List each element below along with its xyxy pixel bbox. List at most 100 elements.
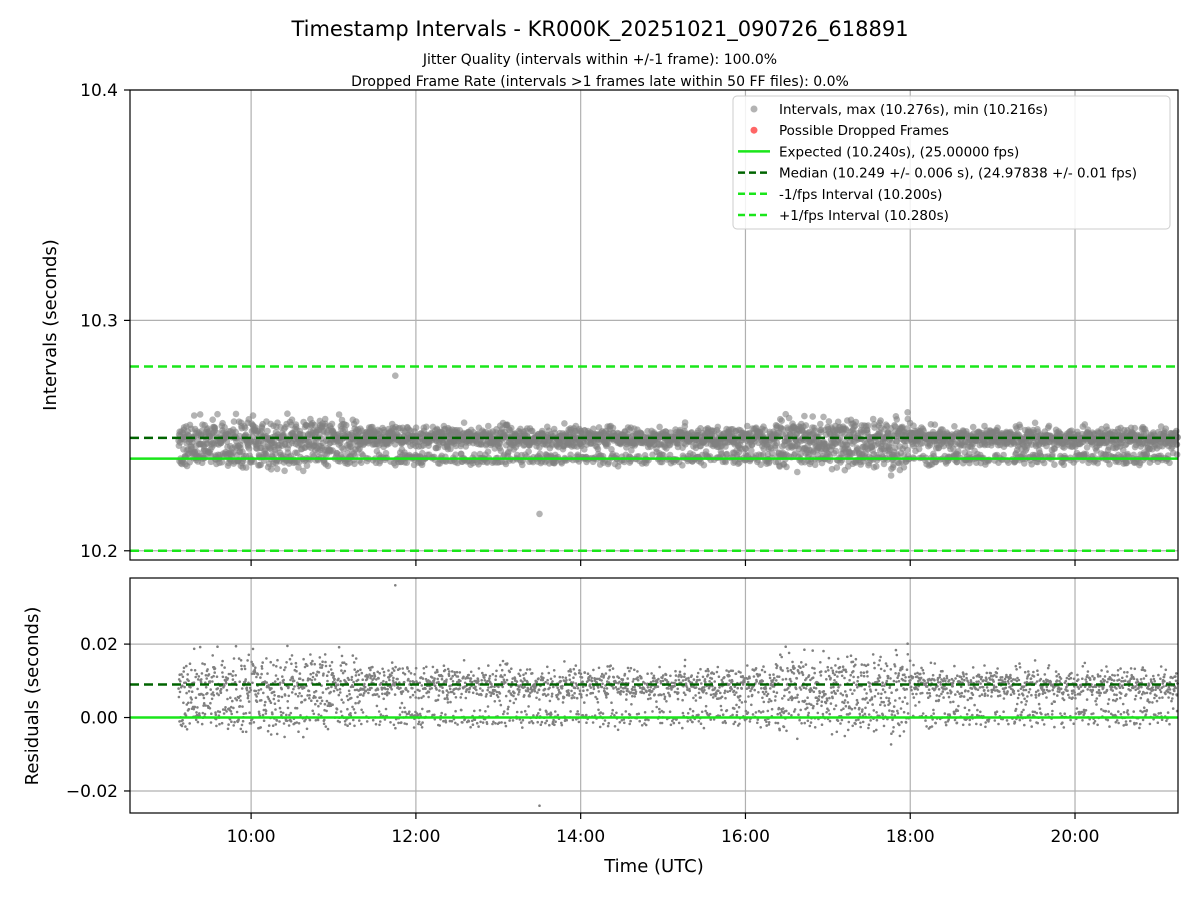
residual-point [211,691,215,694]
residual-point [537,688,541,691]
interval-point [284,410,291,418]
residual-point [431,665,435,669]
residual-point [340,654,344,658]
residual-point [247,653,251,657]
residual-point [562,696,566,699]
residual-point [277,695,281,698]
residual-point [460,692,463,696]
residual-point [363,685,367,689]
residual-point [523,709,527,713]
residual-point [446,701,450,704]
residual-point [278,706,282,710]
residual-point [545,710,548,714]
residual-point [331,680,335,684]
residual-point [185,728,189,731]
residual-point [570,696,574,700]
residual-point [196,706,199,709]
residual-point [515,680,519,683]
residual-point [478,709,482,712]
residual-point [493,700,497,703]
legend-marker [750,105,758,113]
residual-point [317,704,320,708]
residual-point [273,680,277,683]
residual-point [252,721,256,724]
residual-point [287,685,290,689]
residual-point [271,724,275,727]
residual-point [232,706,235,710]
residual-point [550,713,553,716]
residual-point [493,685,496,688]
residual-point [238,705,242,708]
residual-point [272,663,275,667]
interval-point [931,421,939,429]
residual-point [515,710,519,714]
residual-point [260,665,264,668]
residual-point [226,727,230,731]
residual-point [396,677,399,681]
residual-point [451,680,455,683]
residual-point [314,696,317,699]
residual-point [468,686,472,690]
residual-point [498,692,502,695]
residual-point [578,689,582,692]
residual-point [343,669,347,673]
residual-point [504,724,508,728]
residual-point [438,724,442,727]
residual-point [302,657,305,661]
residual-point [494,674,498,678]
residual-point [221,675,225,679]
residual-point [207,673,211,676]
residual-point [506,712,509,715]
residual-point [577,720,581,724]
residual-point [215,675,219,678]
residual-point [323,718,326,722]
residual-point [251,647,255,651]
interval-point [877,417,884,424]
residual-point [198,712,201,715]
chart-subtitle-dropped: Dropped Frame Rate (intervals >1 frames … [351,74,849,90]
interval-point [1173,427,1180,435]
residual-point [531,672,534,675]
residual-point [200,678,203,681]
residual-point [190,668,193,672]
residual-point [572,676,575,679]
residual-point [360,722,363,726]
residual-point [384,687,387,691]
residual-point [386,687,390,691]
residual-point [475,692,479,695]
residual-point [447,674,451,677]
residual-point [424,687,427,690]
residual-point [298,692,301,695]
residual-point [202,693,205,697]
residual-point [361,711,365,714]
residual-point [481,671,484,675]
residual-point [422,672,426,675]
interval-point [273,465,281,473]
residual-point [315,699,319,703]
interval-point [679,462,686,469]
interval-point [714,423,722,431]
residual-point [211,654,214,657]
residual-point [393,693,397,696]
residual-point [220,663,224,667]
residual-point [306,664,309,667]
residual-point [223,684,226,687]
interval-point [794,468,801,476]
residual-point [469,725,472,729]
chart-title: Timestamp Intervals - KR000K_20251021_09… [290,17,908,42]
residual-point [537,712,540,715]
residual-point [385,693,389,697]
residual-point [406,690,410,693]
residual-point [367,691,370,695]
residual-point [536,720,539,724]
residual-point [215,724,218,728]
residual-point [271,712,274,716]
residual-point [187,679,190,683]
residual-point [357,673,361,677]
residual-point [464,696,468,700]
residual-point [579,693,583,696]
interval-point [281,467,288,475]
residual-point [238,680,241,683]
interval-point [484,448,492,456]
interval-point [241,424,249,432]
